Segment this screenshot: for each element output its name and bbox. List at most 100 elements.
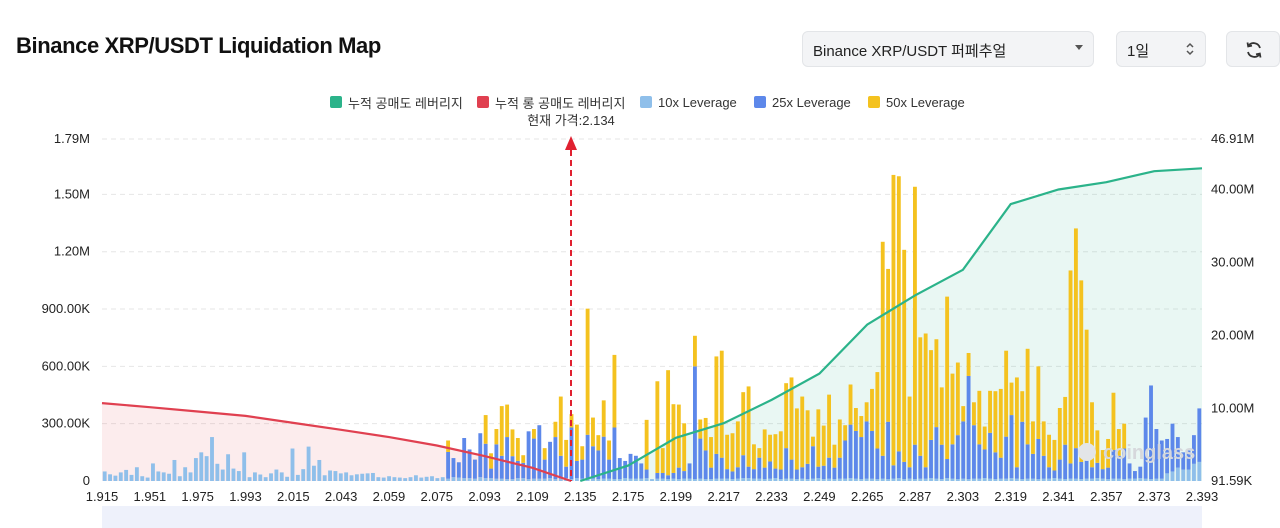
- bar-50x: [666, 370, 671, 476]
- bar-10x: [344, 472, 349, 481]
- bar-10x: [365, 473, 370, 481]
- bar-50x: [821, 425, 826, 466]
- bar-25x: [934, 427, 939, 479]
- interval-select[interactable]: 1일: [1116, 31, 1206, 67]
- bar-25x: [746, 466, 751, 479]
- bar-10x: [430, 476, 434, 481]
- bar-50x: [612, 354, 617, 428]
- bar-50x: [1084, 329, 1089, 449]
- bar-10x: [1047, 478, 1051, 481]
- bar-10x: [714, 478, 719, 481]
- bar-10x: [757, 478, 762, 481]
- bar-10x: [650, 479, 654, 481]
- bar-10x: [108, 474, 112, 481]
- current-price-marker: 현재 가격:2.134: [527, 113, 615, 481]
- refresh-button[interactable]: [1226, 31, 1280, 67]
- legend-item-short-cumulative[interactable]: 누적 공매도 레버리지: [330, 94, 463, 111]
- bar-50x: [515, 438, 520, 461]
- bar-10x: [274, 469, 279, 481]
- bar-10x: [1009, 478, 1014, 481]
- bar-10x: [204, 456, 209, 481]
- chart-legend: 누적 공매도 레버리지 누적 롱 공매도 레버리지 10x Leverage 2…: [0, 94, 1280, 111]
- bar-25x: [580, 459, 585, 479]
- bar-10x: [773, 478, 778, 481]
- bar-10x: [1122, 479, 1127, 481]
- range-slider-track[interactable]: [102, 506, 1202, 528]
- legend-item-50x[interactable]: 50x Leverage: [868, 94, 965, 110]
- bar-25x: [988, 432, 992, 479]
- bar-50x: [558, 396, 563, 456]
- bar-25x: [1197, 408, 1202, 462]
- bar-10x: [199, 452, 204, 481]
- y-left-tick-label: 300.00K: [42, 416, 91, 431]
- bar-50x: [870, 388, 874, 431]
- y-left-tick-label: 1.50M: [54, 186, 90, 201]
- bar-10x: [1095, 478, 1100, 481]
- bar-10x: [585, 478, 590, 481]
- bar-50x: [741, 392, 746, 456]
- bar-10x: [859, 479, 864, 481]
- bar-50x: [709, 437, 713, 468]
- bar-10x: [1079, 479, 1084, 481]
- bar-10x: [966, 479, 971, 481]
- bar-10x: [183, 467, 188, 481]
- bar-25x: [1020, 421, 1025, 480]
- bar-10x: [676, 479, 681, 481]
- bar-10x: [875, 479, 880, 481]
- bar-10x: [848, 478, 853, 481]
- bar-25x: [778, 469, 783, 480]
- bar-50x: [1116, 429, 1121, 456]
- bar-50x: [1100, 450, 1105, 470]
- legend-item-25x[interactable]: 25x Leverage: [754, 94, 851, 110]
- bar-25x: [1090, 467, 1094, 479]
- grid-lines: [102, 138, 1202, 425]
- bar-50x: [762, 429, 767, 468]
- bar-10x: [483, 478, 488, 481]
- bar-25x: [467, 449, 472, 479]
- bar-25x: [870, 430, 874, 479]
- bar-10x: [306, 446, 311, 481]
- bar-25x: [703, 450, 708, 480]
- bar-50x: [607, 440, 611, 460]
- refresh-icon: [1246, 42, 1262, 58]
- bar-10x: [338, 473, 343, 481]
- bar-50x: [1041, 421, 1046, 456]
- bar-25x: [591, 446, 595, 479]
- bar-25x: [521, 462, 526, 479]
- legend-item-long-cumulative[interactable]: 누적 롱 공매도 레버리지: [477, 94, 625, 111]
- bar-25x: [1063, 444, 1068, 480]
- bar-10x: [558, 478, 563, 481]
- bar-25x: [939, 444, 944, 480]
- bar-50x: [886, 268, 891, 422]
- bar-10x: [301, 469, 306, 481]
- bar-25x: [1031, 453, 1035, 479]
- bar-10x: [902, 479, 907, 481]
- bar-25x: [843, 440, 848, 479]
- bar-10x: [134, 467, 139, 481]
- bar-50x: [988, 390, 992, 433]
- bar-25x: [955, 435, 960, 480]
- bar-50x: [1052, 439, 1057, 471]
- bar-25x: [752, 469, 756, 479]
- bar-10x: [177, 476, 182, 481]
- legend-label: 25x Leverage: [772, 94, 851, 110]
- bar-25x: [1009, 415, 1014, 479]
- bar-10x: [832, 479, 837, 481]
- bar-25x: [687, 463, 692, 479]
- x-tick-label: 2.059: [373, 489, 406, 504]
- bar-25x: [451, 458, 456, 478]
- bar-10x: [837, 478, 842, 481]
- bar-50x: [832, 444, 837, 468]
- bar-25x: [585, 434, 590, 479]
- bar-10x: [172, 459, 177, 481]
- bar-25x: [510, 456, 515, 480]
- bar-10x: [161, 472, 166, 481]
- x-tick-label: 2.015: [277, 489, 310, 504]
- bar-50x: [757, 448, 762, 458]
- pair-select[interactable]: Binance XRP/USDT 퍼페추얼: [802, 31, 1094, 67]
- legend-item-10x[interactable]: 10x Leverage: [640, 94, 737, 110]
- bar-10x: [451, 477, 456, 481]
- bar-10x: [945, 478, 950, 481]
- bar-50x: [1020, 391, 1025, 422]
- y-left-tick-label: 900.00K: [42, 301, 91, 316]
